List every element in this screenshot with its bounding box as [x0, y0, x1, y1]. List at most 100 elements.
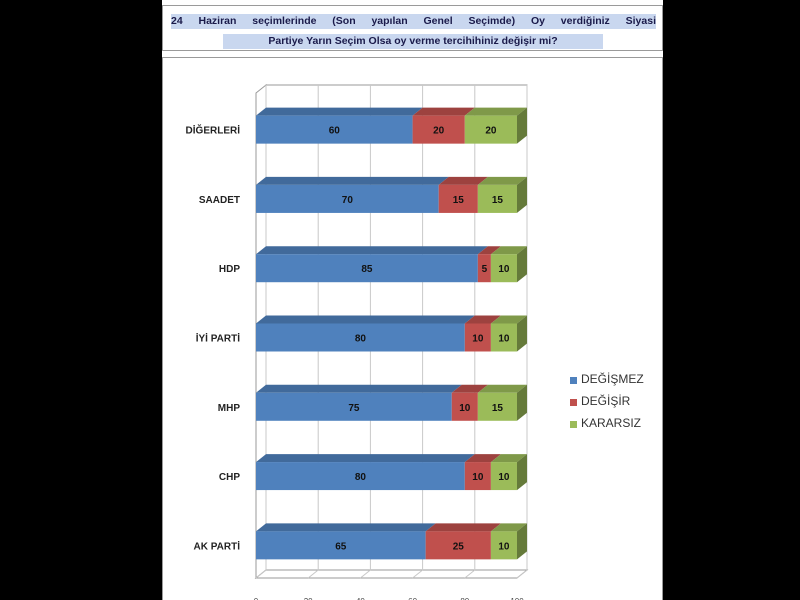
- floor-gridline: [360, 569, 371, 579]
- bar-segment: [451, 392, 478, 421]
- category-label: SAADET: [199, 195, 240, 206]
- bar-segment-top: [425, 523, 501, 532]
- legend-swatch: [570, 421, 577, 428]
- plot-floor: [254, 569, 529, 579]
- bar-segment: [477, 392, 517, 421]
- category-label: MHP: [218, 403, 241, 414]
- bar-segment-top: [464, 107, 527, 116]
- chart-title-line-2: Partiye Yarın Seçim Olsa oy verme tercih…: [223, 34, 603, 49]
- legend-label: KARARSIZ: [581, 416, 642, 430]
- data-label: 80: [355, 334, 367, 345]
- x-tick-label: 20: [304, 597, 313, 600]
- legend-label: DEĞİŞİR: [581, 394, 631, 408]
- data-label: 15: [492, 195, 504, 206]
- bar-segment: [256, 323, 465, 352]
- category-label: CHP: [219, 472, 240, 483]
- bar-segment: [256, 254, 478, 283]
- data-label: 10: [498, 472, 510, 483]
- bar-segment: [490, 531, 517, 560]
- bar-segment: [464, 115, 517, 144]
- bar-segment: [464, 323, 491, 352]
- data-label: 20: [485, 126, 497, 137]
- data-label: 10: [498, 541, 510, 552]
- data-label: 15: [492, 403, 504, 414]
- bar-segment-top: [477, 246, 501, 255]
- x-tick-label: 100: [510, 597, 524, 600]
- bar-segment: [412, 115, 465, 144]
- data-label: 5: [482, 264, 488, 275]
- bar-segment-top: [256, 454, 475, 463]
- x-tick-label: 80: [460, 597, 469, 600]
- chart-title-box: 24 Haziran seçimlerinde (Son yapılan Gen…: [162, 5, 663, 51]
- bar-segment: [464, 462, 491, 491]
- bar-segment: [425, 531, 491, 560]
- category-label: AK PARTİ: [194, 539, 241, 552]
- bar-segment-end: [517, 107, 527, 144]
- floor-gridline: [516, 569, 528, 579]
- data-label: 70: [342, 195, 354, 206]
- bar-segment-top: [256, 107, 423, 116]
- data-label: 10: [472, 472, 484, 483]
- data-label: 10: [459, 403, 471, 414]
- floor-gridline: [412, 569, 423, 579]
- bar-segment-top: [256, 523, 436, 532]
- report-page: 24 Haziran seçimlerinde (Son yapılan Gen…: [162, 0, 663, 600]
- stacked-bar-chart: 0 20 40 60 80 100 DİĞERLERİ 60 20 20 SAADET 70 15 15 H…: [186, 83, 529, 600]
- floor-gridline: [255, 569, 267, 579]
- legend-swatch: [570, 399, 577, 406]
- data-label: 80: [355, 472, 367, 483]
- bar-segment-top: [464, 315, 501, 324]
- bar-segment-top: [256, 176, 449, 185]
- bar-segment-end: [517, 315, 527, 352]
- category-label: DİĞERLERİ: [186, 124, 241, 137]
- data-label: 85: [361, 264, 373, 275]
- data-label: 75: [348, 403, 360, 414]
- bar-segment: [490, 323, 517, 352]
- data-label: 60: [329, 126, 341, 137]
- bar-segment-top: [256, 315, 475, 324]
- bar-segment-top: [412, 107, 475, 116]
- legend-swatch: [570, 377, 577, 384]
- bar-segment-top: [490, 523, 527, 532]
- bar-segment-top: [477, 176, 527, 185]
- bar-segment-top: [256, 246, 488, 255]
- bar-segment-top: [464, 454, 501, 463]
- chart-frame: 0 20 40 60 80 100 DİĞERLERİ 60 20 20 SAADET 70 15 15 H…: [162, 57, 663, 600]
- chart-title-line-1: 24 Haziran seçimlerinde (Son yapılan Gen…: [171, 14, 656, 29]
- x-tick-label: 60: [408, 597, 417, 600]
- data-label: 10: [498, 264, 510, 275]
- bar-segment: [256, 392, 452, 421]
- data-label: 25: [453, 541, 465, 552]
- bar-segment-end: [517, 454, 527, 491]
- data-label: 20: [433, 126, 445, 137]
- floor-gridline: [464, 569, 476, 579]
- bar-segment: [490, 462, 517, 491]
- bar-segment: [256, 115, 413, 144]
- bar-segment-top: [438, 176, 488, 185]
- bar-segment: [490, 254, 517, 283]
- bar-segment-top: [490, 246, 527, 255]
- bar-segment-top: [490, 454, 527, 463]
- bar-segment: [477, 184, 517, 213]
- bar-segment-top: [490, 315, 527, 324]
- bar-segment: [477, 254, 491, 283]
- data-label: 15: [453, 195, 465, 206]
- category-label: İYİ PARTİ: [196, 332, 240, 345]
- bar-segment-end: [517, 246, 527, 283]
- bar-segment-end: [517, 384, 527, 421]
- bar-segment-top: [256, 384, 462, 393]
- data-label: 10: [472, 334, 484, 345]
- bar-segment-top: [477, 384, 527, 393]
- bar-segment-top: [451, 384, 488, 393]
- category-label: HDP: [219, 264, 240, 275]
- x-tick-label: 0: [254, 597, 259, 600]
- data-label: 65: [335, 541, 347, 552]
- bar-segment-end: [517, 176, 527, 213]
- floor-gridline: [307, 569, 319, 579]
- bar-segment: [256, 462, 465, 491]
- data-label: 10: [498, 334, 510, 345]
- bar-segment-end: [517, 523, 527, 560]
- bar-segment: [256, 531, 426, 560]
- legend-label: DEĞİŞMEZ: [581, 372, 644, 386]
- bar-segment: [438, 184, 478, 213]
